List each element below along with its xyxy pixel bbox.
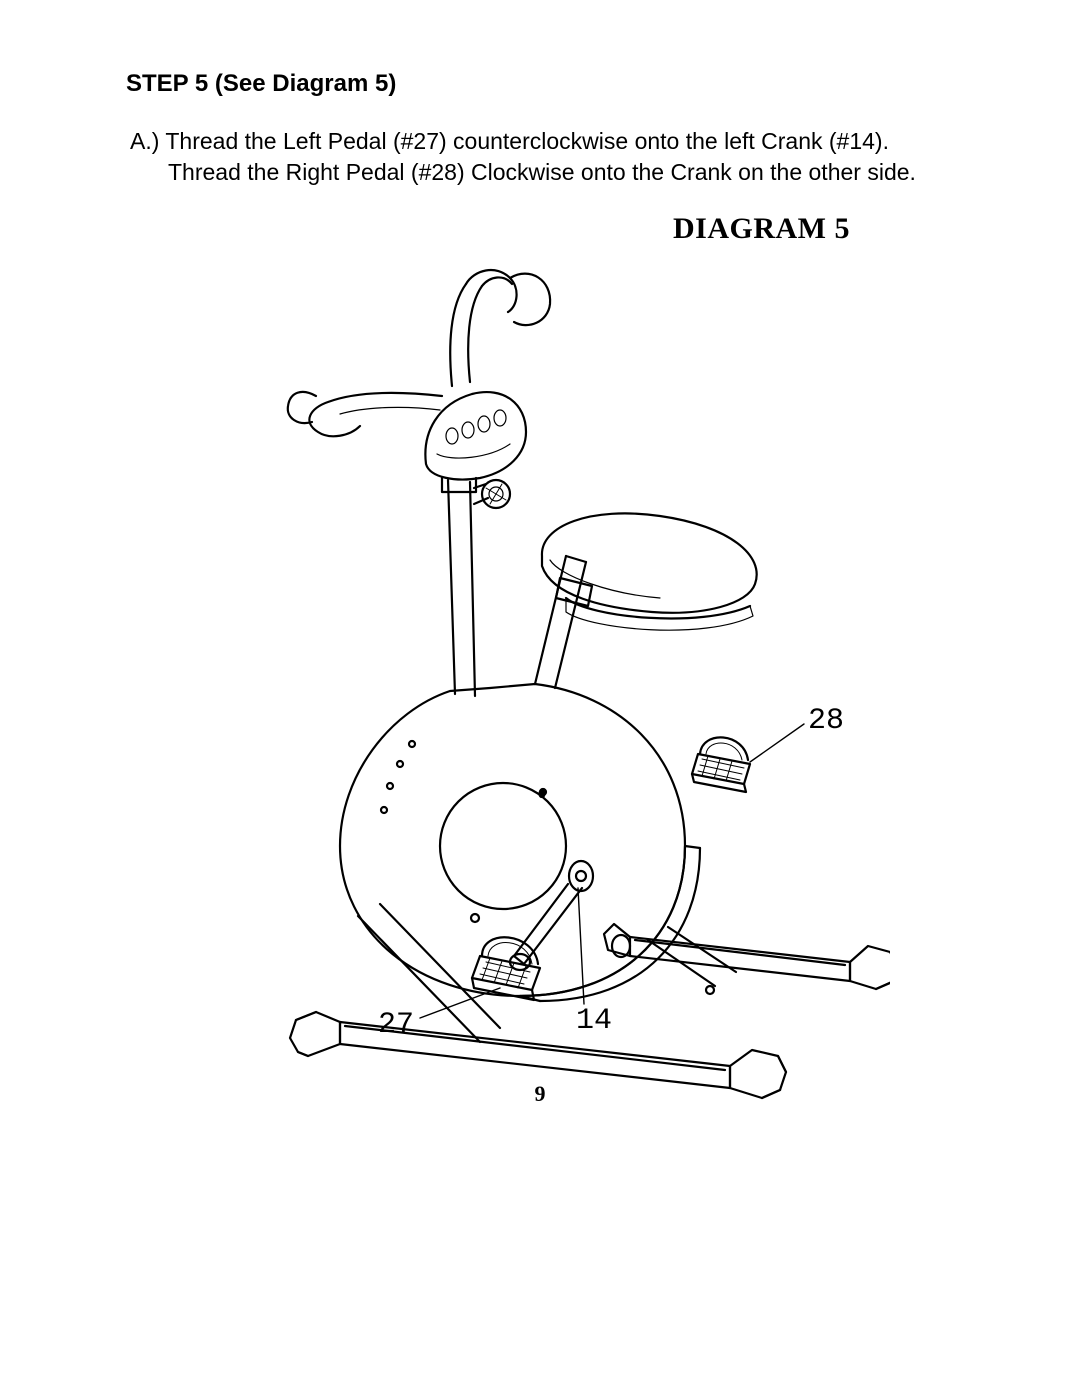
frame-struts	[358, 904, 736, 1042]
right-pedal	[692, 737, 750, 792]
front-stabiliser	[604, 924, 890, 989]
diagram-title-row: DIAGRAM 5	[120, 212, 960, 246]
diagram-title: DIAGRAM 5	[673, 212, 850, 245]
step-title: STEP 5 (See Diagram 5)	[126, 70, 960, 98]
bike-lineart: 0	[288, 270, 890, 1098]
crank-arm	[510, 861, 593, 970]
instruction-line-1: A.) Thread the Left Pedal (#27) counterc…	[130, 128, 889, 154]
stem	[448, 480, 510, 696]
callout-28: 28	[808, 704, 844, 738]
exercise-bike-diagram: 0	[190, 256, 890, 1116]
callout-27: 27	[378, 1008, 414, 1042]
console	[425, 392, 526, 479]
instruction-block: A.) Thread the Left Pedal (#27) counterc…	[130, 126, 960, 188]
page: STEP 5 (See Diagram 5) A.) Thread the Le…	[0, 0, 1080, 1397]
left-pedal	[472, 937, 540, 1000]
page-number: 9	[0, 1081, 1080, 1107]
svg-text:0: 0	[539, 790, 545, 801]
callout-14: 14	[576, 1004, 612, 1038]
instruction-line-2: Thread the Right Pedal (#28) Clockwise o…	[168, 159, 916, 185]
seat-post	[535, 556, 592, 688]
handlebars	[288, 270, 550, 492]
